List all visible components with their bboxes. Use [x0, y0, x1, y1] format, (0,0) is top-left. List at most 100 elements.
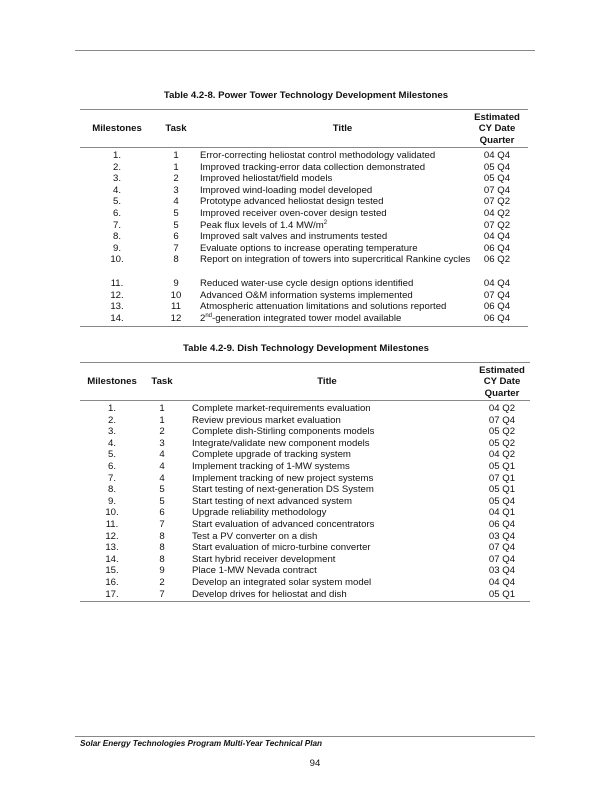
header-date-line: Quarter — [479, 134, 515, 146]
table-row: 11. 9 Reduced water-use cycle design optio… — [80, 278, 528, 290]
task-number: 8 — [159, 530, 165, 542]
table-row: 9. 7 Evaluate options to increase operatin… — [80, 243, 528, 255]
title-text: Complete market-requirements evaluation — [192, 403, 371, 414]
title-text: Improved salt valves and instruments tes… — [200, 231, 388, 243]
milestone-title: Upgrade reliability methodology — [192, 507, 462, 519]
header-date-line: Estimated — [479, 365, 525, 376]
milestone-number: 9. — [112, 242, 121, 254]
estimated-date: 04 Q4 — [483, 278, 511, 290]
milestone-number: 14. — [110, 313, 124, 324]
table-row: 16. 2 Develop an integrated solar system m… — [80, 577, 530, 589]
milestone-title: Complete upgrade of tracking system — [192, 449, 462, 461]
milestone-number: 10. — [105, 507, 119, 519]
estimated-date: 07 Q4 — [488, 553, 516, 565]
task-number: 8 — [159, 553, 165, 565]
milestone-title: Prototype advanced heliostat design test… — [200, 196, 485, 208]
title-text: Develop drives for heliostat and dish — [192, 588, 347, 600]
milestone-number: 4. — [112, 184, 121, 196]
header-rule — [80, 400, 530, 401]
milestone-title: 2nd-generation integrated tower model av… — [200, 313, 485, 325]
milestone-number: 8. — [107, 484, 116, 496]
milestone-number: 6. — [107, 461, 116, 472]
estimated-date: 05 Q1 — [488, 588, 516, 600]
title-text: Error-correcting heliostat control metho… — [200, 150, 436, 161]
milestone-title: Start testing of next advanced system — [192, 496, 462, 508]
milestone-title: Implement tracking of new project system… — [192, 473, 462, 485]
milestone-number: 11. — [110, 278, 124, 290]
title-text: Start testing of next-generation DS Syst… — [192, 484, 374, 496]
task-number: 4 — [159, 461, 165, 472]
milestone-number: 14. — [105, 553, 119, 565]
table-row: 14. 12 2nd-generation integrated tower mod… — [80, 313, 528, 325]
task-number: 7 — [159, 588, 165, 600]
title-text: Advanced O&M information systems impleme… — [200, 289, 413, 301]
title-text: Place 1-MW Nevada contract — [192, 565, 317, 577]
milestone-number: 7. — [107, 472, 116, 484]
superscript: 2 — [323, 219, 328, 226]
estimated-date: 07 Q2 — [483, 219, 511, 231]
milestone-number: 12. — [110, 289, 124, 301]
header-rule — [75, 50, 535, 51]
task-number: 1 — [173, 161, 179, 173]
estimated-date: 05 Q1 — [488, 484, 516, 496]
milestone-title: Start evaluation of micro-turbine conver… — [192, 542, 462, 554]
table-row: 17. 7 Develop drives for heliostat and dis… — [80, 589, 530, 601]
power-tower-milestones-table: Milestones Task Title Estimated CY Date Quart… — [80, 109, 528, 327]
estimated-date: 04 Q2 — [483, 208, 511, 219]
milestone-title: Evaluate options to increase operating t… — [200, 243, 485, 255]
task-number: 5 — [159, 495, 165, 507]
task-number: 6 — [159, 507, 165, 519]
task-number: 12 — [170, 313, 182, 324]
task-number: 5 — [159, 484, 165, 496]
task-number: 5 — [173, 219, 179, 231]
header-date-line: CY Date — [483, 376, 521, 388]
task-number: 2 — [159, 426, 165, 438]
table-row: 9. 5 Start testing of next advanced system… — [80, 496, 530, 508]
table-top-rule — [80, 109, 528, 110]
table-row: 8. 6 Improved salt valves and instruments … — [80, 231, 528, 243]
title-text: Start testing of next advanced system — [192, 495, 352, 507]
header-date-line: Quarter — [484, 387, 520, 399]
title-text: Start evaluation of advanced concentrato… — [192, 519, 375, 530]
table-row: 5. 4 Prototype advanced heliostat design t… — [80, 196, 528, 208]
table-row: 13. 11 Atmospheric attenuation limitations… — [80, 301, 528, 313]
title-text: Integrate/validate new component models — [192, 437, 370, 449]
estimated-date: 04 Q2 — [488, 449, 516, 461]
milestone-number: 5. — [112, 196, 121, 208]
task-number: 6 — [173, 231, 179, 243]
table-row: 4. 3 Improved wind-loading model developed… — [80, 185, 528, 197]
table-row: 7. 4 Implement tracking of new project sys… — [80, 473, 530, 485]
milestone-number: 2. — [107, 414, 116, 426]
table-row: 12. 8 Test a PV converter on a dish 03 Q4 — [80, 531, 530, 543]
milestone-number: 17. — [105, 588, 119, 600]
milestone-number: 13. — [110, 301, 124, 313]
title-text: Develop an integrated solar system model — [192, 577, 372, 588]
title-text: Complete dish-Stirling components models — [192, 426, 375, 438]
estimated-date: 04 Q4 — [483, 231, 511, 243]
milestone-title: Advanced O&M information systems impleme… — [200, 290, 485, 302]
estimated-date: 05 Q2 — [488, 426, 516, 438]
page-number: 94 — [309, 758, 321, 769]
estimated-date: 07 Q4 — [483, 184, 511, 196]
milestone-title: Peak flux levels of 1.4 MW/m2 — [200, 220, 485, 232]
milestone-number: 11. — [105, 519, 119, 530]
title-text: Start hybrid receiver development — [192, 553, 336, 565]
milestone-number: 6. — [112, 208, 121, 219]
milestone-title: Develop drives for heliostat and dish — [192, 589, 462, 601]
table-row: 2. 1 Review previous market evaluation 07 Q… — [80, 415, 530, 427]
title-text: Improved heliostat/field models — [200, 173, 333, 185]
estimated-date: 07 Q4 — [488, 414, 516, 426]
title-text: Improved receiver oven-cover design test… — [200, 208, 387, 219]
task-number: 2 — [173, 173, 179, 185]
table-row: 15. 9 Place 1-MW Nevada contract 03 Q4 — [80, 565, 530, 577]
estimated-date: 05 Q2 — [488, 437, 516, 449]
title-text: Review previous market evaluation — [192, 414, 341, 426]
milestone-title: Start hybrid receiver development — [192, 554, 462, 566]
task-number: 4 — [173, 196, 179, 208]
milestone-title: Improved tracking-error data collection … — [200, 162, 485, 174]
estimated-date: 05 Q4 — [483, 173, 511, 185]
task-number: 8 — [173, 254, 179, 266]
table-bottom-rule — [80, 601, 530, 603]
task-number: 10 — [170, 289, 182, 301]
header-milestones: Milestones — [92, 123, 142, 134]
